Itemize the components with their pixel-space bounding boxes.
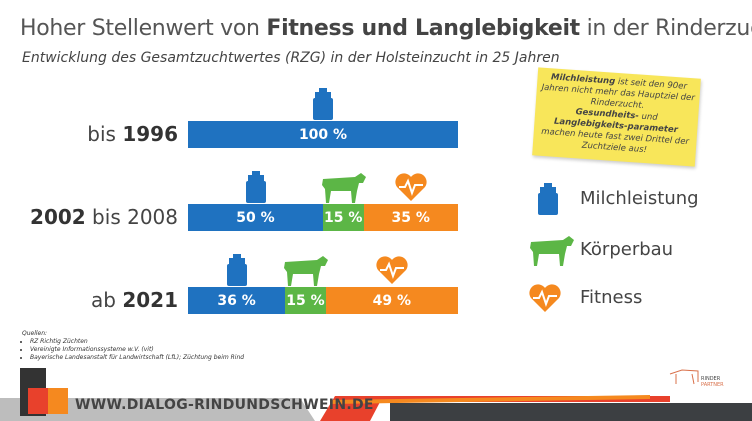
category-label: bis 1996 [87, 122, 178, 146]
svg-text:PARTNER: PARTNER [701, 382, 724, 388]
data-label: 15 % [286, 292, 325, 309]
bundesverband-logo [20, 368, 68, 416]
data-label: 100 % [298, 126, 348, 143]
milk-can-icon [312, 88, 334, 124]
bar-segment: 50 % [188, 204, 323, 231]
sticky-note: Milchleistung ist seit den 90er Jahren n… [532, 67, 701, 167]
cow-icon [319, 171, 367, 207]
bar-segment: 100 % [188, 121, 458, 148]
cow-icon [527, 234, 575, 270]
milk-can-icon [226, 254, 248, 290]
legend-label: Fitness [580, 287, 643, 308]
website-link[interactable]: WWW.DIALOG-RINDUNDSCHWEIN.DE [75, 397, 374, 413]
bar-segment: 15 % [285, 287, 326, 314]
heart-pulse-icon [527, 282, 563, 318]
milk-can-icon [537, 183, 559, 219]
bar-segment: 35 % [363, 204, 458, 231]
svg-text:RINDER: RINDER [701, 376, 721, 382]
bar-segment: 36 % [188, 287, 286, 314]
sources: Quellen:RZ Richtig ZüchtenVereinigte Inf… [22, 330, 244, 362]
category-label: ab 2021 [91, 288, 178, 312]
data-label: 49 % [372, 292, 412, 309]
heart-pulse-icon [393, 171, 429, 207]
subtitle: Entwicklung des Gesamtzuchtwertes (RZG) … [22, 50, 560, 66]
bar-segment: 15 % [323, 204, 364, 231]
data-label: 35 % [391, 209, 430, 226]
bar-segment: 49 % [325, 287, 458, 314]
legend-label: Körperbau [580, 239, 674, 260]
category-label: 2002 bis 2008 [30, 205, 178, 229]
data-label: 15 % [324, 209, 363, 226]
cow-icon [281, 254, 329, 290]
heart-pulse-icon [374, 254, 410, 290]
milk-can-icon [245, 171, 267, 207]
page-title: Hoher Stellenwert von Fitness und Langle… [20, 16, 752, 41]
footer-band [0, 395, 752, 421]
legend-label: Milchleistung [580, 188, 699, 209]
data-label: 50 % [236, 209, 275, 226]
data-label: 36 % [217, 292, 256, 309]
